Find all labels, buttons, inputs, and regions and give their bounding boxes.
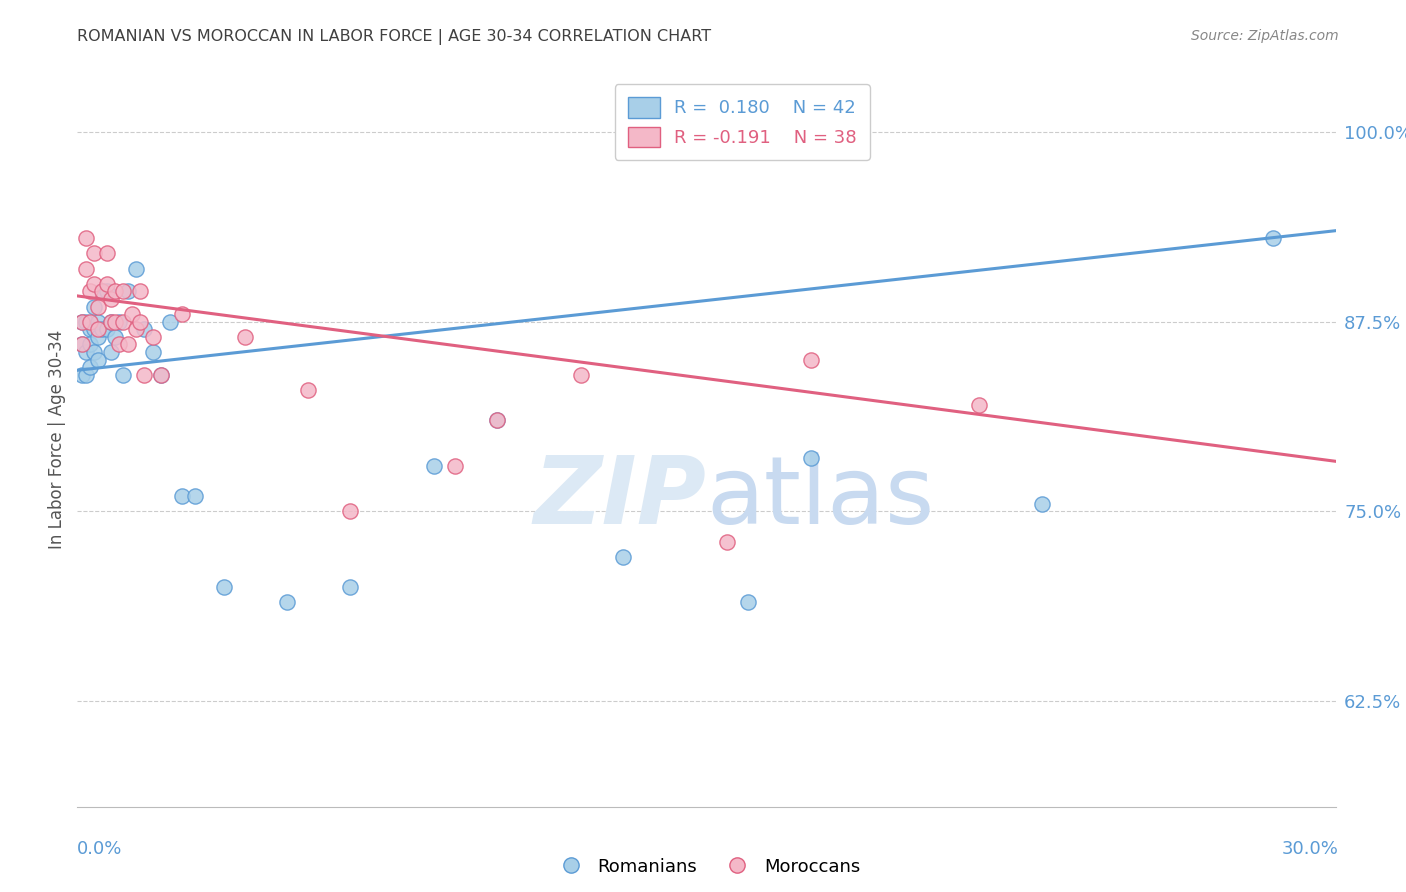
Point — [87, 300, 110, 314]
Point — [172, 489, 194, 503]
Point — [70, 337, 93, 351]
Point — [91, 285, 114, 299]
Point — [129, 315, 152, 329]
Text: atlas: atlas — [707, 452, 935, 544]
Point — [339, 504, 361, 518]
Point — [96, 322, 118, 336]
Point — [83, 277, 105, 291]
Point — [104, 285, 127, 299]
Point — [212, 580, 235, 594]
Point — [83, 246, 105, 260]
Point — [339, 580, 361, 594]
Point — [100, 345, 122, 359]
Point — [117, 337, 139, 351]
Point — [75, 315, 97, 329]
Point — [134, 368, 156, 382]
Point — [112, 285, 135, 299]
Point — [96, 285, 118, 299]
Point — [96, 277, 118, 291]
Point — [1031, 497, 1053, 511]
Text: ROMANIAN VS MOROCCAN IN LABOR FORCE | AGE 30-34 CORRELATION CHART: ROMANIAN VS MOROCCAN IN LABOR FORCE | AG… — [77, 29, 711, 45]
Point — [100, 315, 122, 329]
Point — [75, 231, 97, 245]
Point — [70, 337, 93, 351]
Text: Source: ZipAtlas.com: Source: ZipAtlas.com — [1191, 29, 1339, 43]
Point — [108, 315, 131, 329]
Point — [150, 368, 173, 382]
Point — [233, 330, 256, 344]
Point — [75, 345, 97, 359]
Point — [79, 285, 101, 299]
Point — [142, 345, 165, 359]
Point — [142, 330, 165, 344]
Point — [172, 307, 194, 321]
Point — [91, 285, 114, 299]
Point — [967, 398, 990, 412]
Point — [716, 534, 738, 549]
Text: 30.0%: 30.0% — [1282, 840, 1339, 858]
Point — [444, 458, 467, 473]
Point — [485, 413, 508, 427]
Point — [75, 261, 97, 276]
Point — [800, 352, 823, 367]
Point — [184, 489, 207, 503]
Point — [83, 345, 105, 359]
Point — [70, 368, 93, 382]
Point — [276, 595, 298, 609]
Point — [83, 322, 105, 336]
Point — [737, 595, 759, 609]
Point — [70, 315, 93, 329]
Point — [121, 307, 143, 321]
Point — [75, 368, 97, 382]
Point — [70, 315, 93, 329]
Point — [100, 315, 122, 329]
Point — [87, 330, 110, 344]
Text: ZIP: ZIP — [534, 452, 707, 544]
Point — [612, 549, 634, 564]
Point — [134, 322, 156, 336]
Point — [96, 246, 118, 260]
Point — [83, 300, 105, 314]
Point — [129, 285, 152, 299]
Point — [150, 368, 173, 382]
Point — [91, 322, 114, 336]
Point — [104, 315, 127, 329]
Point — [297, 383, 319, 397]
Point — [79, 360, 101, 375]
Point — [800, 451, 823, 466]
Point — [569, 368, 592, 382]
Point — [79, 315, 101, 329]
Point — [100, 292, 122, 306]
Point — [87, 322, 110, 336]
Point — [108, 337, 131, 351]
Point — [423, 458, 446, 473]
Point — [125, 261, 148, 276]
Legend: Romanians, Moroccans: Romanians, Moroccans — [546, 850, 868, 883]
Text: 0.0%: 0.0% — [77, 840, 122, 858]
Point — [485, 413, 508, 427]
Point — [104, 330, 127, 344]
Point — [112, 368, 135, 382]
Y-axis label: In Labor Force | Age 30-34: In Labor Force | Age 30-34 — [48, 330, 66, 549]
Point — [79, 322, 101, 336]
Point — [159, 315, 181, 329]
Point — [112, 315, 135, 329]
Point — [125, 322, 148, 336]
Point — [87, 315, 110, 329]
Point — [79, 337, 101, 351]
Point — [1261, 231, 1284, 245]
Point — [87, 352, 110, 367]
Point — [117, 285, 139, 299]
